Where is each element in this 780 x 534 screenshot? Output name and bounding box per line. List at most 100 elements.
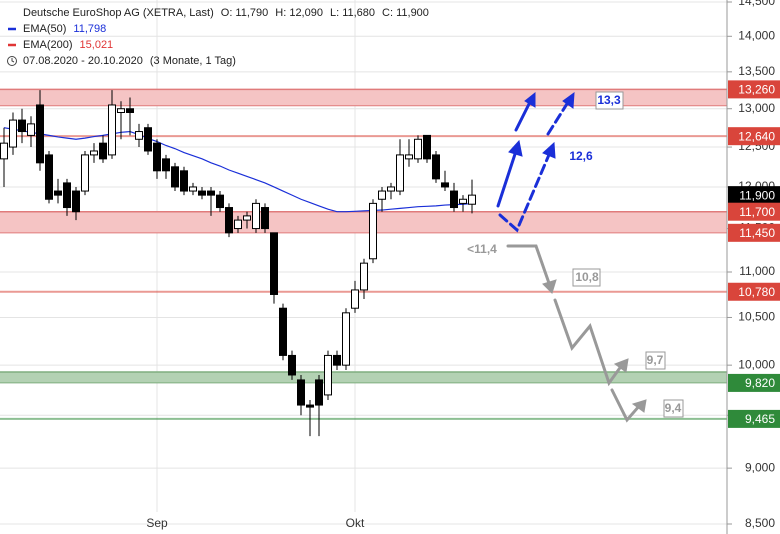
candle-body bbox=[126, 108, 134, 113]
arrow-head bbox=[524, 91, 536, 108]
candle-body bbox=[306, 404, 314, 408]
ema-line bbox=[3, 127, 473, 213]
candle-body bbox=[369, 202, 377, 260]
annotation-box bbox=[572, 268, 601, 287]
arrow-head bbox=[542, 279, 557, 294]
candle-body bbox=[414, 138, 422, 160]
y-tick-label: 13,000 bbox=[738, 101, 775, 115]
header-text: Deutsche EuroShop AG (XETRA, Last) bbox=[23, 7, 214, 19]
price-label-box bbox=[728, 127, 780, 146]
header-text: EMA(200) bbox=[23, 39, 73, 51]
candle-body bbox=[360, 262, 368, 291]
candle-body bbox=[135, 131, 143, 140]
annotation: 9,7 bbox=[647, 353, 664, 367]
header-text: C: 11,900 bbox=[382, 7, 429, 19]
price-label: 9,465 bbox=[745, 412, 775, 426]
candle-body bbox=[378, 190, 386, 200]
price-label: 12,640 bbox=[738, 129, 775, 143]
candle-body bbox=[270, 232, 278, 295]
candle-body bbox=[9, 119, 17, 148]
price-label: 11,900 bbox=[739, 188, 775, 202]
arrow-head bbox=[542, 141, 556, 159]
header-text: EMA(50) bbox=[23, 23, 66, 35]
x-tick-label: Okt bbox=[346, 516, 365, 530]
candle-body bbox=[45, 154, 53, 200]
annotation: 10,8 bbox=[575, 270, 599, 284]
candle-body bbox=[117, 108, 125, 113]
candle-body bbox=[252, 202, 260, 230]
candle-body bbox=[27, 123, 35, 136]
candle-body bbox=[171, 166, 179, 188]
candle-body bbox=[36, 104, 44, 164]
y-tick-label: 9,000 bbox=[745, 460, 775, 474]
candle-body bbox=[63, 182, 71, 209]
candle-body bbox=[189, 186, 197, 192]
candle-body bbox=[423, 134, 431, 160]
candle-body bbox=[81, 154, 89, 192]
zone bbox=[0, 372, 727, 383]
candle-body bbox=[72, 190, 80, 213]
candle-body bbox=[207, 190, 215, 196]
candle-body bbox=[450, 190, 458, 209]
candle-body bbox=[459, 198, 467, 204]
header-text: 15,021 bbox=[80, 39, 114, 51]
candle-body bbox=[54, 190, 62, 196]
clock-icon bbox=[7, 56, 17, 66]
price-label-box bbox=[728, 186, 780, 205]
price-label-box bbox=[728, 373, 780, 392]
price-label: 10,780 bbox=[738, 285, 775, 299]
candle-body bbox=[216, 194, 224, 209]
zone bbox=[0, 211, 727, 233]
header-text: H: 12,090 bbox=[275, 7, 323, 19]
price-label-box bbox=[728, 282, 780, 301]
candle-body bbox=[279, 307, 287, 356]
header-text: L: 11,680 bbox=[330, 7, 375, 19]
annotation: 9,4 bbox=[665, 401, 682, 415]
y-tick-label: 11,000 bbox=[739, 264, 775, 278]
arrow bbox=[506, 244, 552, 288]
candle-body bbox=[108, 104, 116, 156]
candle-body bbox=[0, 142, 8, 160]
price-label: 11,450 bbox=[739, 226, 775, 240]
price-label-box bbox=[728, 223, 780, 242]
candle-body bbox=[144, 127, 152, 152]
arrow bbox=[498, 148, 553, 233]
candle-body bbox=[180, 170, 188, 192]
price-label: 11,700 bbox=[739, 205, 775, 219]
candle-body bbox=[198, 190, 206, 196]
arrow-head bbox=[613, 358, 629, 373]
y-tick-label: 14,000 bbox=[738, 28, 775, 42]
header-text: (3 Monate, 1 Tag) bbox=[150, 55, 236, 67]
arrow-head bbox=[508, 139, 523, 157]
candle-body bbox=[153, 142, 161, 172]
candle-body bbox=[243, 215, 251, 221]
arrow bbox=[610, 388, 642, 423]
y-tick-label: 8,500 bbox=[745, 516, 775, 530]
y-tick-label: 10,000 bbox=[738, 357, 775, 371]
annotations: 13,3 12,6 <11,4 10,8 9,7 9,4 bbox=[467, 91, 684, 423]
zone bbox=[0, 89, 727, 106]
arrow-head bbox=[631, 399, 647, 413]
price-label: 13,260 bbox=[738, 83, 775, 97]
forecast-arrows bbox=[496, 91, 647, 423]
x-tick-label: Sep bbox=[146, 516, 168, 530]
candle-body bbox=[315, 379, 323, 406]
candle-body bbox=[99, 142, 107, 160]
price-label-box bbox=[728, 80, 780, 99]
header: Deutsche EuroShop AG (XETRA, Last) O: 11,… bbox=[7, 7, 429, 67]
y-tick-label: 13,500 bbox=[738, 64, 775, 78]
price-label-box bbox=[728, 202, 780, 221]
candle-body bbox=[468, 194, 476, 205]
candle-body bbox=[162, 158, 170, 172]
candle-body bbox=[90, 150, 98, 156]
annotation: 12,6 bbox=[569, 149, 593, 163]
candle-body bbox=[396, 154, 404, 192]
candle-body bbox=[441, 182, 449, 188]
candle-body bbox=[297, 379, 305, 406]
candle-body bbox=[387, 186, 395, 192]
clock-icon bbox=[11, 58, 15, 63]
arrow bbox=[553, 298, 624, 387]
price-label: 9,820 bbox=[745, 376, 775, 390]
